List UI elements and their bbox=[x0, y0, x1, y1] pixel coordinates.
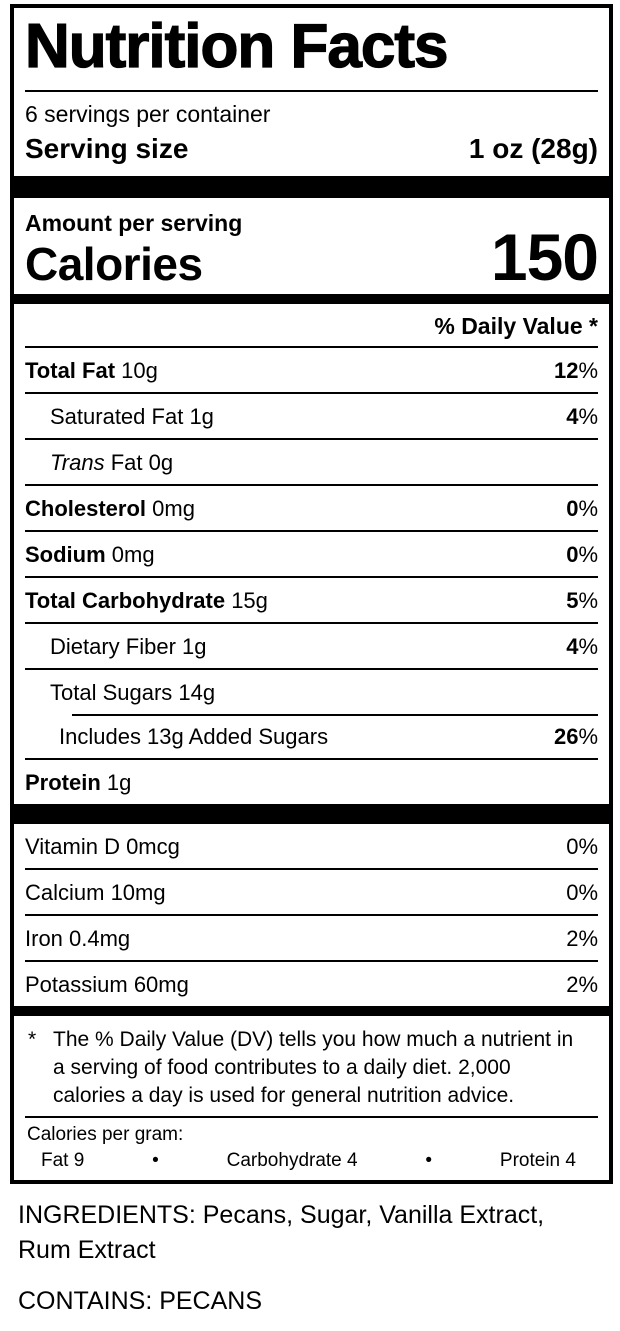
nutrient-name: Trans Fat 0g bbox=[50, 450, 174, 475]
calories-per-gram-heading: Calories per gram: bbox=[27, 1124, 184, 1145]
nutrient-row-total-carbohydrate: Total Carbohydrate 15g 5% bbox=[25, 576, 598, 622]
vitamin-name: Potassium 60mg bbox=[25, 972, 189, 997]
nutrient-row-saturated-fat: Saturated Fat 1g 4% bbox=[25, 392, 598, 438]
calories-per-gram-section: Calories per gram: Fat 9 • Carbohydrate … bbox=[25, 1118, 598, 1180]
vitamin-name: Calcium 10mg bbox=[25, 880, 166, 905]
percent-sign: % bbox=[578, 724, 598, 749]
nutrient-row-total-sugars: Total Sugars 14g bbox=[25, 668, 598, 714]
percent-sign: % bbox=[578, 542, 598, 567]
daily-value: 0% bbox=[566, 880, 598, 905]
fat-per-gram: Fat 9 bbox=[41, 1150, 85, 1171]
percent-sign: % bbox=[578, 358, 598, 383]
serving-size-row: Serving size 1 oz (28g) bbox=[25, 130, 598, 176]
nutrient-amount: 0mg bbox=[111, 542, 155, 567]
calories-per-gram-values: Fat 9 • Carbohydrate 4 • Protein 4 bbox=[25, 1148, 598, 1174]
vitamin-name: Vitamin D 0mcg bbox=[25, 834, 180, 859]
daily-value: 0% bbox=[566, 834, 598, 859]
nutrient-amount: 10g bbox=[121, 358, 158, 383]
label-title: Nutrition Facts bbox=[24, 11, 449, 81]
nutrient-row-sodium: Sodium 0mg 0% bbox=[25, 530, 598, 576]
vitamin-row-iron: Iron 0.4mg 2% bbox=[25, 914, 598, 960]
daily-value: 4% bbox=[566, 634, 598, 659]
percent-sign: % bbox=[578, 634, 598, 659]
thick-divider-bar bbox=[14, 804, 609, 824]
nutrient-name: Sodium 0mg bbox=[25, 542, 155, 567]
daily-value: 4% bbox=[566, 404, 598, 429]
percent-sign: % bbox=[578, 972, 598, 997]
nutrition-facts-label: Nutrition Facts 6 servings per container… bbox=[10, 4, 613, 1184]
medium-divider-bar bbox=[14, 1006, 609, 1016]
footnote-divider bbox=[25, 1116, 598, 1118]
thick-divider-bar bbox=[14, 176, 609, 198]
calories-label: Calories bbox=[25, 238, 203, 290]
carbohydrate-per-gram: Carbohydrate 4 bbox=[226, 1150, 358, 1171]
serving-size-label: Serving size bbox=[25, 133, 189, 164]
nutrient-amount: 15g bbox=[231, 588, 268, 613]
nutrient-row-cholesterol: Cholesterol 0mg 0% bbox=[25, 484, 598, 530]
nutrient-name: Total Carbohydrate 15g bbox=[25, 588, 268, 613]
servings-per-container: 6 servings per container bbox=[25, 101, 271, 127]
nutrient-row-trans-fat: Trans Fat 0g bbox=[25, 438, 598, 484]
nutrient-name: Protein 1g bbox=[25, 770, 132, 795]
title-divider bbox=[25, 90, 598, 92]
daily-value: 12% bbox=[553, 358, 598, 383]
percent-sign: % bbox=[578, 834, 598, 859]
vitamin-row-potassium: Potassium 60mg 2% bbox=[25, 960, 598, 1006]
nutrient-row-dietary-fiber: Dietary Fiber 1g 4% bbox=[25, 622, 598, 668]
bullet-separator: • bbox=[425, 1150, 433, 1171]
percent-sign: % bbox=[578, 404, 598, 429]
protein-per-gram: Protein 4 bbox=[499, 1150, 576, 1171]
nutrient-name: Total Fat 10g bbox=[25, 358, 158, 383]
nutrient-name: Cholesterol 0mg bbox=[25, 496, 195, 521]
nutrient-amount: 1g bbox=[182, 634, 207, 659]
vitamin-name: Iron 0.4mg bbox=[25, 926, 131, 951]
nutrient-name: Includes 13g Added Sugars bbox=[59, 724, 329, 749]
nutrient-name: Dietary Fiber 1g bbox=[50, 634, 207, 659]
calories-block: Amount per serving Calories 150 bbox=[25, 198, 599, 294]
daily-value: 2% bbox=[566, 972, 598, 997]
serving-size-value: 1 oz (28g) bbox=[468, 133, 598, 164]
calories-value: 150 bbox=[490, 220, 599, 294]
nutrient-amount: 1g bbox=[106, 770, 132, 795]
percent-sign: % bbox=[578, 926, 598, 951]
amount-per-serving-label: Amount per serving bbox=[25, 210, 243, 236]
footnote-text: The % Daily Value (DV) tells you how muc… bbox=[53, 1028, 574, 1107]
nutrient-amount: 0mg bbox=[152, 496, 195, 521]
daily-value: 26% bbox=[553, 724, 598, 749]
percent-sign: % bbox=[578, 588, 598, 613]
nutrient-row-added-sugars: Includes 13g Added Sugars 26% bbox=[25, 714, 598, 758]
nutrient-amount: 14g bbox=[178, 680, 216, 705]
medium-divider-bar bbox=[14, 294, 609, 304]
daily-value: 0% bbox=[566, 542, 598, 567]
daily-value: 0% bbox=[566, 496, 598, 521]
nutrient-name: Saturated Fat 1g bbox=[50, 404, 214, 429]
daily-value: 2% bbox=[566, 926, 598, 951]
percent-sign: % bbox=[578, 880, 598, 905]
daily-value-header: % Daily Value * bbox=[434, 313, 598, 339]
nutrient-name: Total Sugars 14g bbox=[50, 680, 216, 705]
daily-value: 5% bbox=[566, 588, 598, 613]
vitamin-row-vitamin-d: Vitamin D 0mcg 0% bbox=[25, 824, 598, 868]
contains-statement: CONTAINS: PECANS bbox=[18, 1287, 263, 1315]
vitamin-row-calcium: Calcium 10mg 0% bbox=[25, 868, 598, 914]
ingredients-statement: INGREDIENTS: Pecans, Sugar, Vanilla Extr… bbox=[18, 1201, 545, 1264]
bullet-separator: • bbox=[152, 1150, 159, 1171]
nutrient-row-total-fat: Total Fat 10g 12% bbox=[25, 346, 598, 392]
footnote-marker: * bbox=[28, 1028, 37, 1051]
nutrient-row-protein: Protein 1g bbox=[25, 758, 598, 804]
nutrient-amount: 0g bbox=[148, 450, 174, 475]
percent-sign: % bbox=[578, 496, 598, 521]
daily-value-footnote: * The % Daily Value (DV) tells you how m… bbox=[25, 1016, 598, 1116]
nutrient-amount: 1g bbox=[189, 404, 214, 429]
